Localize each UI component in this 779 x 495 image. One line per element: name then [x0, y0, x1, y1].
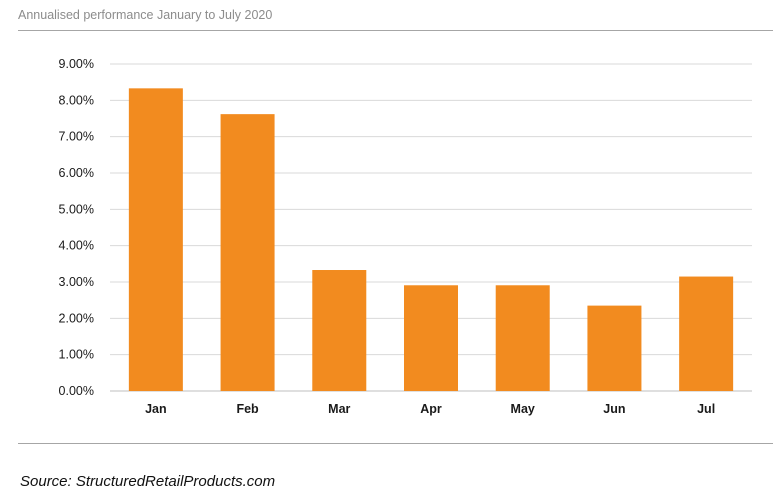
chart-title: Annualised performance January to July 2…: [18, 8, 273, 22]
y-tick-label: 7.00%: [59, 130, 94, 144]
x-tick-label: May: [511, 402, 535, 416]
y-tick-label: 1.00%: [59, 348, 94, 362]
x-tick-label: Jun: [603, 402, 625, 416]
y-tick-label: 2.00%: [59, 311, 94, 325]
bar: [404, 285, 458, 391]
y-tick-label: 3.00%: [59, 275, 94, 289]
bar-chart: 0.00% 1.00% 2.00% 3.00% 4.00% 5.00% 6.00% 7.00%…: [59, 57, 752, 416]
top-divider: [18, 30, 773, 31]
bar: [220, 114, 275, 391]
x-tick-label: Feb: [236, 402, 259, 416]
y-tick-label: 9.00%: [59, 57, 94, 71]
bar: [679, 276, 734, 391]
bar: [587, 305, 642, 391]
y-tick-label: 5.00%: [59, 202, 94, 216]
bar: [128, 88, 183, 392]
x-tick-label: Jan: [145, 402, 167, 416]
y-tick-label: 8.00%: [59, 93, 94, 107]
bottom-divider: [18, 443, 773, 444]
x-tick-label: Jul: [697, 402, 715, 416]
y-tick-label: 0.00%: [59, 384, 94, 398]
y-tick-label: 4.00%: [59, 239, 94, 253]
source-note: Source: StructuredRetailProducts.com: [20, 473, 276, 490]
bar: [312, 270, 367, 391]
x-tick-label: Apr: [420, 402, 442, 416]
bar: [495, 285, 550, 391]
y-tick-label: 6.00%: [59, 166, 94, 180]
x-tick-label: Mar: [328, 402, 350, 416]
